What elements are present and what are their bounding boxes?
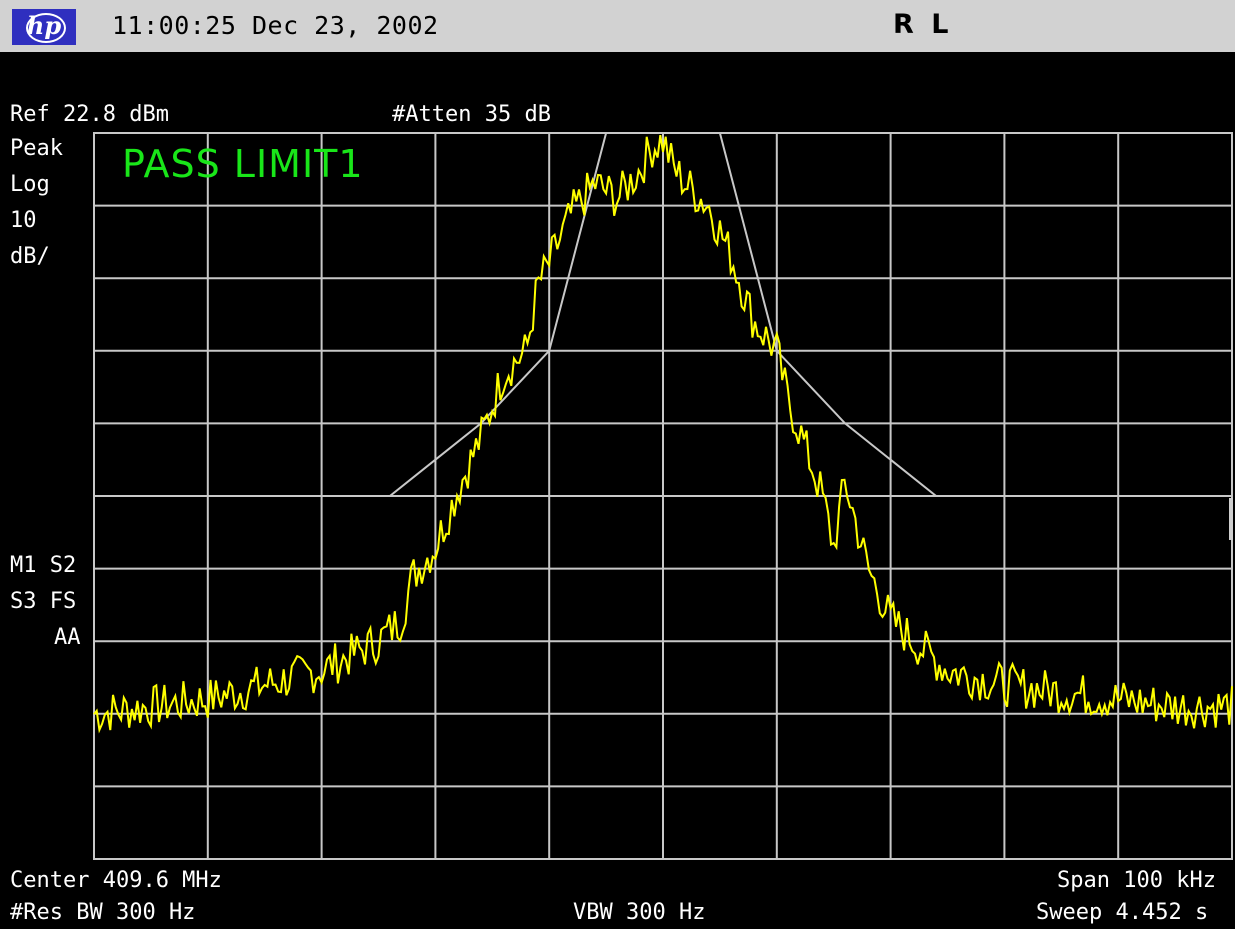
detector-label: Peak	[10, 136, 63, 161]
spectrum-trace	[93, 134, 1233, 734]
resolution-bandwidth-label: #Res BW 300 Hz	[10, 900, 196, 925]
marker-flags-row1: M1 S2	[10, 553, 77, 578]
attenuation-label: #Atten 35 dB	[392, 102, 551, 127]
hp-logo: hp	[12, 9, 76, 45]
center-frequency-label: Center 409.6 MHz	[10, 868, 222, 893]
scale-type-label: Log	[10, 172, 50, 197]
video-bandwidth-label: VBW 300 Hz	[573, 900, 706, 925]
marker-flags-row3: AA	[54, 625, 81, 650]
remote-status-indicator: R L	[893, 9, 953, 40]
timestamp: 11:00:25 Dec 23, 2002	[112, 11, 439, 40]
sweep-time-label: Sweep 4.452 s	[1036, 900, 1209, 925]
marker-flags-row2: S3 FS	[10, 589, 77, 614]
scale-value-label: 10	[10, 208, 37, 233]
title-bar: hp 11:00:25 Dec 23, 2002 R L	[0, 0, 1235, 52]
reference-level-label: Ref 22.8 dBm	[10, 102, 169, 127]
span-label: Span 100 kHz	[1057, 868, 1216, 893]
limit-test-status: PASS LIMIT1	[122, 142, 364, 186]
right-edge-marker	[1229, 498, 1233, 540]
scale-unit-label: dB/	[10, 244, 50, 269]
limit-line	[94, 132, 1232, 497]
